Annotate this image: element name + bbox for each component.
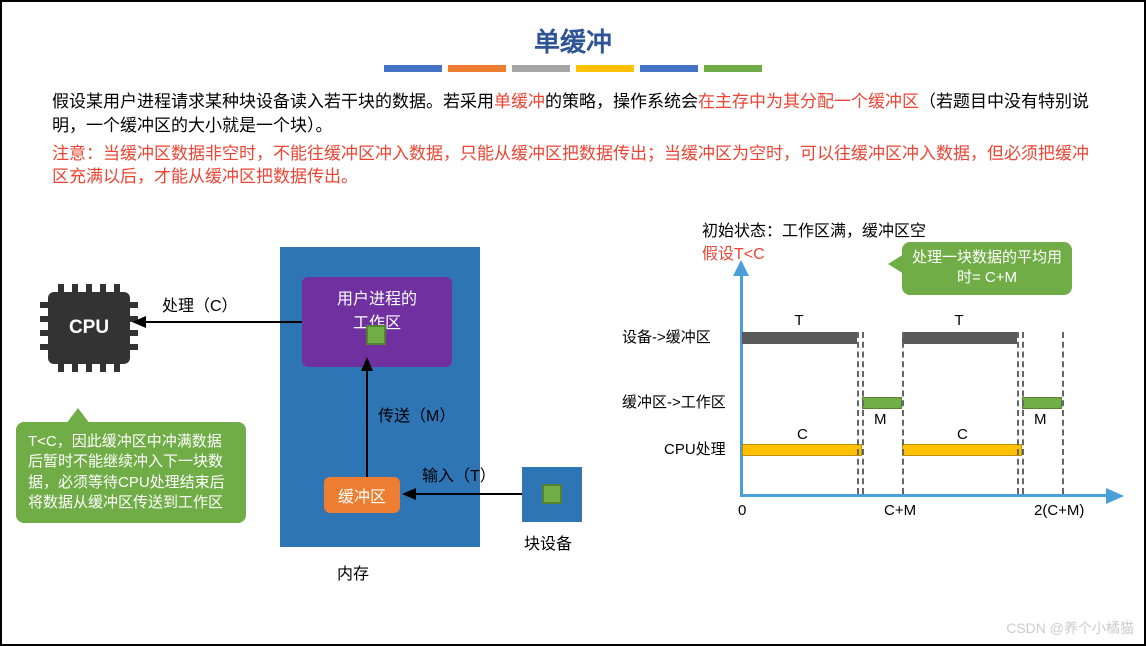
chart-dashed-line xyxy=(862,332,864,494)
x-tick-1: C+M xyxy=(884,502,916,519)
intro-text-1: 假设某用户进程请求某种块设备读入若干块的数据。若采用 xyxy=(52,92,494,111)
y-axis-arrow-icon xyxy=(731,260,751,278)
chart-bar xyxy=(742,332,857,344)
intro-highlight-1: 单缓冲 xyxy=(494,92,545,111)
x-tick-2: 2(C+M) xyxy=(1034,502,1084,519)
chart-dashed-line xyxy=(1017,332,1019,494)
row3-label: CPU处理 xyxy=(664,438,726,459)
callout-right-text: 处理一块数据的平均用时= C+M xyxy=(912,249,1062,286)
chart-value-label: C xyxy=(957,426,968,443)
memory-label: 内存 xyxy=(337,560,369,584)
transfer-m-label: 传送（M） xyxy=(378,402,455,426)
watermark: CSDN @养个小橘猫 xyxy=(1006,618,1134,638)
diagram-area: CPU 用户进程的工作区 缓冲区 内存 块设备 处理（C） xyxy=(2,212,622,642)
slide-frame: 单缓冲 假设某用户进程请求某种块设备读入若干块的数据。若采用单缓冲的策略，操作系… xyxy=(0,0,1146,646)
cpu-label: CPU xyxy=(69,317,109,339)
chart-value-label: M xyxy=(1034,411,1047,428)
cpu-node: CPU xyxy=(48,292,130,364)
row1-label: 设备->缓冲区 xyxy=(622,326,711,347)
callout-left-text: T<C，因此缓冲区中冲满数据后暂时不能继续冲入下一块数据，必须等待CPU处理结束… xyxy=(28,433,225,511)
row2-label: 缓冲区->工作区 xyxy=(622,391,726,412)
arrow-input-t xyxy=(402,484,522,504)
chart-dashed-line xyxy=(857,332,859,494)
chart-value-label: T xyxy=(955,312,964,329)
buffer-label: 缓冲区 xyxy=(338,489,386,506)
x-tick-0: 0 xyxy=(738,502,746,519)
color-bars xyxy=(2,65,1144,72)
input-t-label: 输入（T） xyxy=(422,462,496,486)
green-square-icon xyxy=(542,484,562,504)
intro-paragraph: 假设某用户进程请求某种块设备读入若干块的数据。若采用单缓冲的策略，操作系统会在主… xyxy=(52,90,1094,138)
chart-value-label: T xyxy=(795,312,804,329)
green-square-icon xyxy=(366,325,386,345)
chart-bar xyxy=(742,444,862,456)
chart-dashed-line xyxy=(1062,332,1064,494)
y-axis xyxy=(740,272,743,497)
slide-title: 单缓冲 xyxy=(2,22,1144,59)
device-box xyxy=(522,467,582,522)
intro-text-2: 的策略，操作系统会 xyxy=(545,92,698,111)
process-c-label: 处理（C） xyxy=(162,292,238,316)
x-axis-arrow-icon xyxy=(1106,486,1124,506)
callout-right: 处理一块数据的平均用时= C+M xyxy=(902,242,1072,295)
device-label: 块设备 xyxy=(524,530,572,554)
workarea-box: 用户进程的工作区 xyxy=(302,277,452,367)
chart-dashed-line xyxy=(1022,332,1024,494)
x-axis xyxy=(740,494,1110,497)
chart-bar xyxy=(1022,397,1062,409)
arrow-transfer-m xyxy=(357,357,377,477)
intro-highlight-2: 在主存中为其分配一个缓冲区 xyxy=(698,92,919,111)
note-paragraph: 注意：当缓冲区数据非空时，不能往缓冲区冲入数据，只能从缓冲区把数据传出；当缓冲区… xyxy=(52,142,1094,190)
chart-value-label: C xyxy=(797,426,808,443)
callout-left: T<C，因此缓冲区中冲满数据后暂时不能继续冲入下一块数据，必须等待CPU处理结束… xyxy=(16,422,246,523)
chart-dashed-line xyxy=(902,332,904,494)
buffer-box: 缓冲区 xyxy=(324,477,400,513)
timing-chart: 初始状态：工作区满，缓冲区空 假设T<C 处理一块数据的平均用时= C+M 设备… xyxy=(622,212,1142,642)
chart-header-1: 初始状态：工作区满，缓冲区空 xyxy=(702,217,926,241)
chart-bar xyxy=(902,332,1017,344)
cpu-chip-icon: CPU xyxy=(48,292,130,364)
chart-value-label: M xyxy=(874,411,887,428)
chart-bar xyxy=(862,397,902,409)
chart-bar xyxy=(902,444,1022,456)
